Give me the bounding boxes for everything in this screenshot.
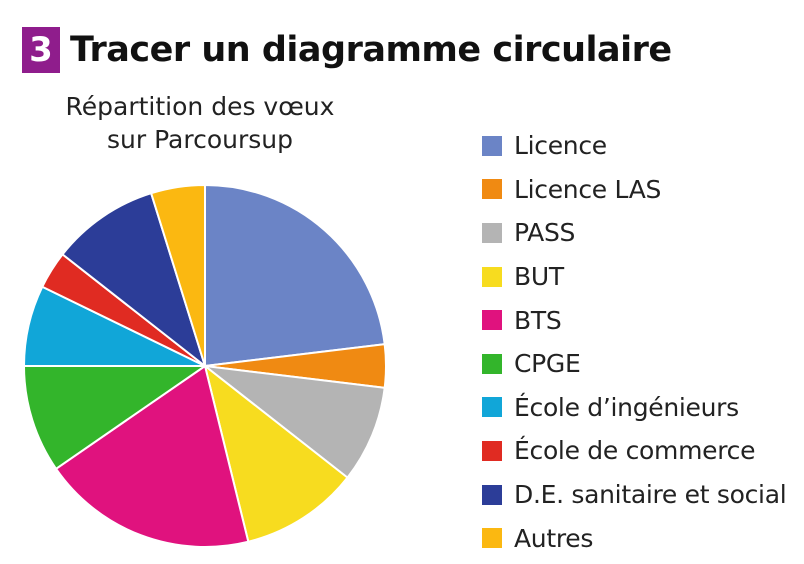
legend-swatch	[482, 484, 502, 505]
exercise-number-badge: 3	[22, 27, 60, 73]
legend-item: Licence LAS	[482, 168, 792, 212]
chart-title-line-2: sur Parcoursup	[107, 125, 293, 154]
pie-slice-9	[61, 192, 206, 367]
legend-swatch	[482, 135, 502, 156]
legend-label: BUT	[514, 262, 564, 292]
pie-slice-10	[150, 184, 206, 367]
legend-label: École de commerce	[514, 436, 756, 466]
legend-swatch	[482, 310, 502, 331]
pie-slice-5	[55, 365, 250, 548]
legend-swatch	[482, 179, 502, 200]
legend-label: CPGE	[514, 349, 581, 379]
pie-slice-1	[204, 184, 386, 367]
chart-title: Répartition des vœux sur Parcoursup	[50, 90, 350, 156]
legend-swatch	[482, 222, 502, 243]
legend-item: Licence	[482, 124, 792, 168]
legend-label: Licence LAS	[514, 174, 662, 204]
legend-label: Autres	[514, 523, 594, 553]
legend-swatch	[482, 266, 502, 287]
legend-label: Licence	[514, 131, 607, 161]
pie-slice-6	[23, 365, 206, 470]
chart-title-line-1: Répartition des vœux	[65, 92, 335, 121]
pie-slice-4	[204, 365, 349, 543]
legend-swatch	[482, 528, 502, 549]
legend-item: D.E. sanitaire et social	[482, 473, 792, 517]
legend-item: PASS	[482, 211, 792, 255]
legend-swatch	[482, 440, 502, 461]
pie-slice-3	[204, 365, 386, 479]
legend-item: CPGE	[482, 342, 792, 386]
legend-swatch	[482, 353, 502, 374]
legend-label: PASS	[514, 218, 576, 248]
exercise-title: Tracer un diagramme circulaire	[70, 30, 672, 70]
legend-label: D.E. sanitaire et social	[514, 480, 787, 510]
legend-swatch	[482, 397, 502, 418]
legend-item: École d’ingénieurs	[482, 386, 792, 430]
legend-label: BTS	[514, 305, 562, 335]
legend-item: BTS	[482, 298, 792, 342]
legend-item: BUT	[482, 255, 792, 299]
legend-label: École d’ingénieurs	[514, 392, 739, 422]
chart-legend: Licence Licence LAS PASS BUT BTS CPGE École d’…	[482, 124, 792, 560]
legend-item: Autres	[482, 516, 792, 560]
exercise-header: 3 Tracer un diagramme circulaire	[22, 24, 672, 76]
legend-item: École de commerce	[482, 429, 792, 473]
